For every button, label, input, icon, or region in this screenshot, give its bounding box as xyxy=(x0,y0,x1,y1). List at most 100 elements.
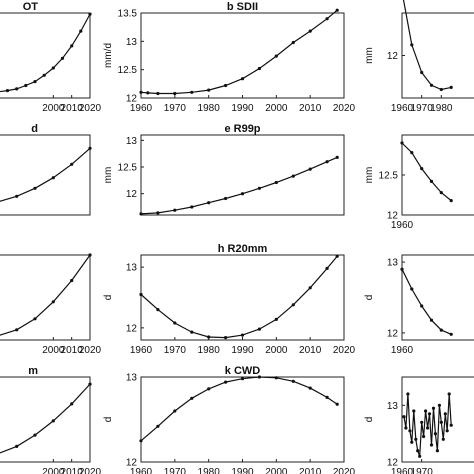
data-point-l xyxy=(412,409,416,413)
data-point-k xyxy=(224,380,228,384)
data-point-j xyxy=(88,382,92,386)
y-tick-label-l: 12 xyxy=(387,458,399,469)
data-point-l xyxy=(414,437,418,441)
y-tick-label-f: 12 xyxy=(387,211,399,222)
y-axis-label-l: d xyxy=(364,417,375,423)
data-point-b xyxy=(146,91,150,95)
data-point-b xyxy=(274,54,278,58)
data-point-a xyxy=(79,29,83,33)
panel-title-a: OT xyxy=(23,1,39,13)
data-point-h xyxy=(173,321,177,325)
data-point-d xyxy=(15,194,19,198)
x-tick-label-g: 2010 xyxy=(61,345,84,356)
series-line-b xyxy=(140,9,338,95)
data-point-a xyxy=(15,87,19,91)
x-tick-label-k: 1960 xyxy=(130,467,153,474)
data-point-g xyxy=(88,253,92,257)
x-tick-label-b: 1990 xyxy=(231,103,254,114)
plot-frame-h xyxy=(140,254,345,341)
data-point-e xyxy=(274,180,278,185)
x-tick-label-g: 2020 xyxy=(79,345,102,356)
data-point-e xyxy=(139,212,143,216)
x-tick-label-h: 2020 xyxy=(333,345,356,356)
data-point-e xyxy=(240,192,245,196)
panel-title-d: d xyxy=(31,123,38,135)
plot-frame-l xyxy=(401,376,474,463)
data-point-l xyxy=(441,437,445,441)
data-point-f xyxy=(439,191,443,195)
data-point-l xyxy=(402,415,406,419)
data-point-f xyxy=(400,141,404,145)
plot-frame-e xyxy=(140,134,345,216)
x-tick-label-h: 2000 xyxy=(265,345,288,356)
panel-title-h: h R20mm xyxy=(218,243,268,255)
data-point-h xyxy=(257,327,261,331)
plot-frame-f xyxy=(401,134,474,216)
x-tick-label-j: 2020 xyxy=(79,467,102,474)
y-tick-label-b: 12.5 xyxy=(118,65,138,76)
y-tick-label-h: 12 xyxy=(126,323,138,334)
data-point-j xyxy=(15,444,19,448)
series-line-k xyxy=(140,376,338,442)
data-point-e xyxy=(190,205,194,209)
data-point-e xyxy=(335,155,339,159)
data-point-l xyxy=(435,449,439,453)
data-point-e xyxy=(257,186,261,190)
data-point-b xyxy=(207,88,211,92)
data-point-b xyxy=(156,91,160,96)
data-point-k xyxy=(335,402,339,406)
data-point-k xyxy=(139,439,143,443)
y-tick-label-k: 13 xyxy=(126,373,138,384)
x-tick-label-c: 1980 xyxy=(430,103,453,114)
y-tick-label-h: 13 xyxy=(126,263,138,274)
x-tick-label-b: 1980 xyxy=(198,103,221,114)
x-tick-label-k: 1990 xyxy=(231,467,254,474)
y-axis-label-h: d xyxy=(103,295,114,301)
data-point-l xyxy=(437,403,441,407)
y-axis-label-b: mm/d xyxy=(103,43,114,68)
x-tick-label-k: 1980 xyxy=(198,467,221,474)
data-point-e xyxy=(207,201,211,205)
data-point-e xyxy=(291,174,295,178)
panel-title-b: b SDII xyxy=(227,1,258,13)
x-tick-label-k: 2020 xyxy=(333,467,356,474)
data-point-l xyxy=(418,454,422,458)
data-point-l xyxy=(416,449,420,453)
x-tick-label-b: 2020 xyxy=(333,103,356,114)
x-tick-label-a: 2000 xyxy=(42,103,65,114)
data-point-l xyxy=(424,409,428,413)
data-point-j xyxy=(70,402,74,406)
y-tick-label-f: 12.5 xyxy=(379,171,399,182)
data-point-d xyxy=(33,186,37,190)
data-point-h xyxy=(291,303,295,307)
plot-frame-g xyxy=(0,254,91,341)
data-point-a xyxy=(88,12,92,16)
data-point-h xyxy=(335,254,339,258)
x-tick-label-j: 2000 xyxy=(42,467,65,474)
x-tick-label-b: 1960 xyxy=(130,103,153,114)
data-point-a xyxy=(70,44,74,48)
data-point-e xyxy=(156,211,160,215)
data-point-a xyxy=(24,83,28,88)
x-tick-label-a: 2020 xyxy=(79,103,102,114)
x-tick-label-b: 2010 xyxy=(299,103,322,114)
data-point-h xyxy=(240,333,245,337)
data-point-l xyxy=(404,426,408,430)
data-point-d xyxy=(88,146,92,150)
data-point-g xyxy=(15,328,19,332)
series-line-g xyxy=(0,254,91,336)
x-tick-label-i: 1960 xyxy=(391,345,414,356)
plot-frame-a xyxy=(0,12,91,99)
series-line-e xyxy=(140,156,338,215)
x-tick-label-g: 2000 xyxy=(42,345,65,356)
y-tick-label-b: 13.5 xyxy=(118,9,138,20)
series-line-a xyxy=(0,13,91,93)
data-point-j xyxy=(33,433,37,437)
x-tick-label-j: 2010 xyxy=(61,467,84,474)
x-tick-label-c: 1960 xyxy=(391,103,414,114)
data-point-b xyxy=(139,90,143,94)
data-point-g xyxy=(51,300,55,304)
plot-frame-d xyxy=(0,134,91,216)
data-point-l xyxy=(447,392,451,396)
y-axis-label-k: d xyxy=(103,417,114,423)
